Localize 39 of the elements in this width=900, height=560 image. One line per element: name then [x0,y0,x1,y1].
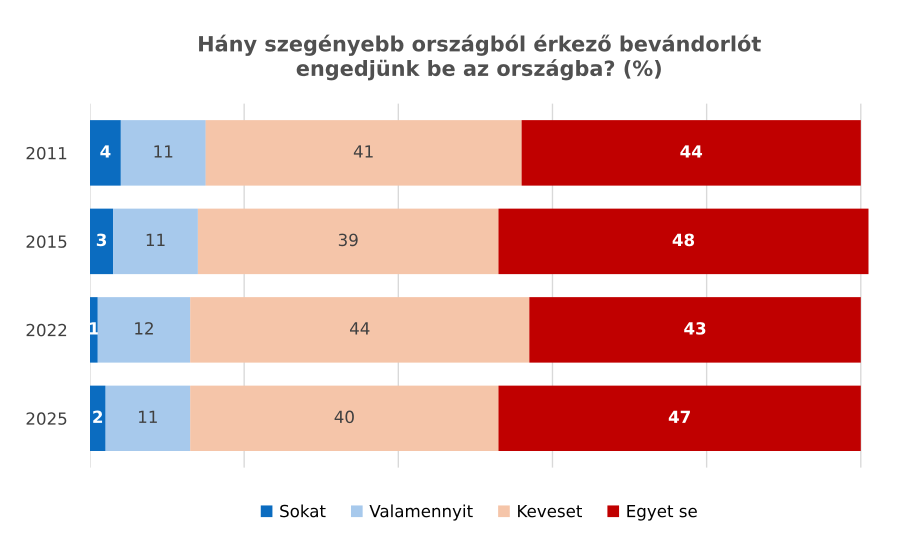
chart-title: Hány szegényebb országból érkező bevándorlót engedjünk be az országba? (%) [199,34,761,80]
data-label: 3 [96,234,106,246]
data-label: 11 [154,145,172,158]
bar [198,208,499,274]
bar [98,297,190,363]
bar [206,120,522,186]
data-label: 2 [93,410,102,423]
bar [522,120,861,186]
y-tick-label: 2025 [26,412,66,425]
bar [190,297,530,363]
data-label: 4 [100,145,110,158]
data-label: 47 [668,410,690,423]
data-label: 48 [672,234,694,246]
bar [190,386,499,452]
y-tick-label: 2015 [26,235,66,248]
bar [90,386,106,452]
bar [113,208,198,274]
legend-label: Sokat [280,504,326,518]
legend-label: Valamennyit [369,504,473,521]
bar [120,120,206,186]
data-label: 39 [338,234,358,246]
data-label: 43 [684,322,706,335]
legend-label: Keveset [518,504,582,518]
data-label: 11 [146,234,165,246]
bar [105,386,190,452]
data-label: 40 [334,410,354,424]
bar [498,386,861,452]
data-label: 41 [354,145,373,158]
bar [529,297,861,363]
data-label: 11 [139,410,157,423]
bar [90,208,114,274]
data-label: 44 [680,145,702,158]
data-label: 12 [135,322,153,334]
legend-label: Egyet se [627,504,697,521]
data-label: 44 [350,322,370,334]
y-tick-label: 2011 [26,146,66,160]
bar [498,208,868,274]
bar [90,120,121,186]
y-tick-label: 2022 [26,324,66,336]
